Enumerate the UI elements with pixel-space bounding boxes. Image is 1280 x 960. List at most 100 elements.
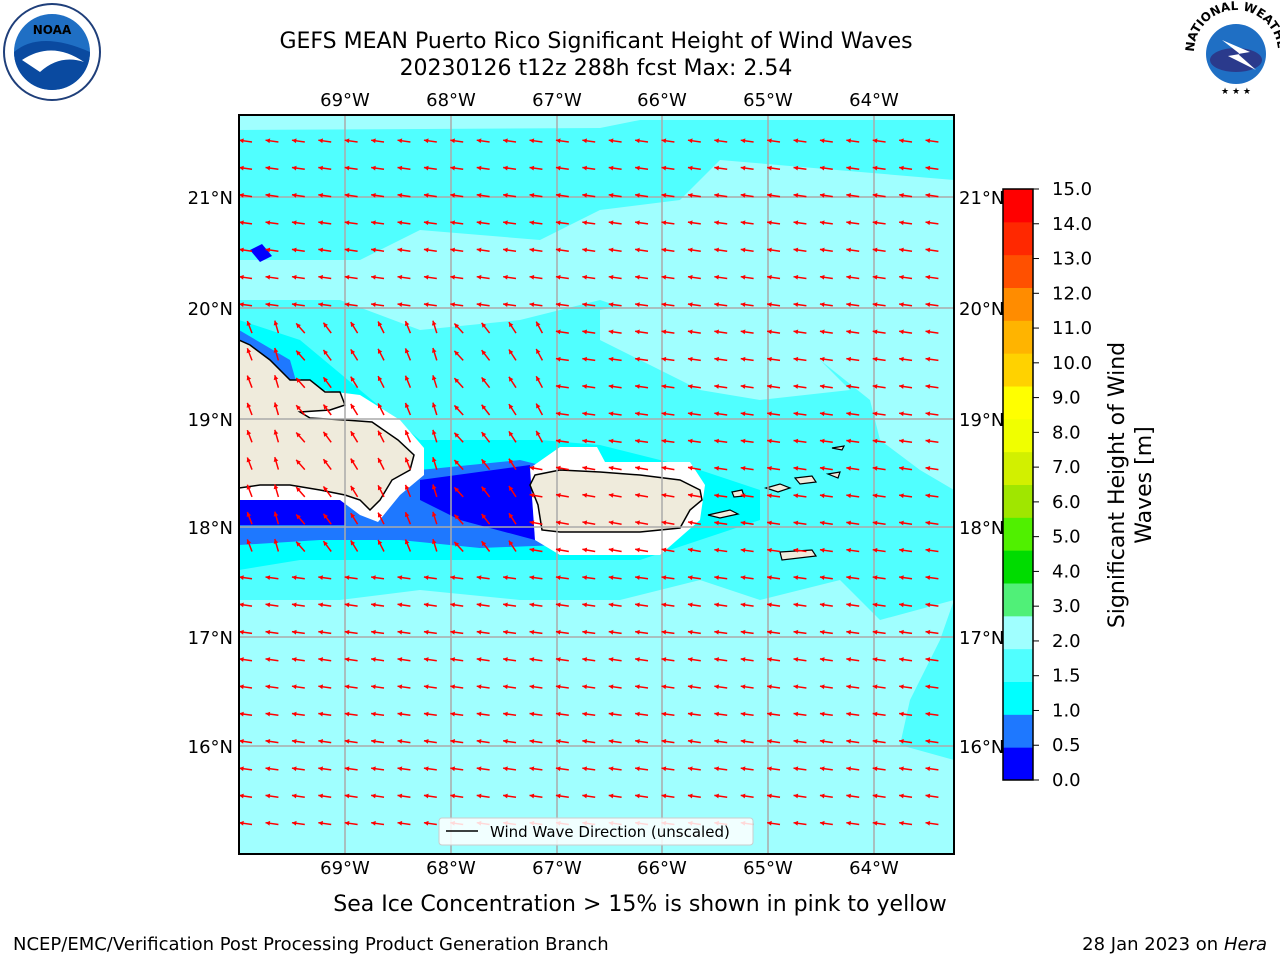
wind-arrow-head <box>661 220 667 226</box>
wind-arrow-head <box>819 657 825 662</box>
wind-arrow-head <box>899 302 904 307</box>
wind-arrow-head <box>503 739 508 744</box>
wind-arrow-head <box>454 323 460 329</box>
wind-arrow-head <box>714 356 720 362</box>
lon-label-bottom: 67°W <box>532 858 582 879</box>
wind-arrow-head <box>529 493 535 498</box>
wind-arrow-head <box>323 513 328 519</box>
wind-arrow-head <box>273 429 279 435</box>
colorbar-segment <box>1003 681 1033 715</box>
wind-arrow-head <box>503 602 508 608</box>
wind-arrow-head <box>431 511 437 517</box>
lat-label-right: 17°N <box>959 628 1004 649</box>
wind-arrow-head <box>555 220 561 226</box>
map-legend: Wind Wave Direction (unscaled) <box>438 817 754 846</box>
wind-arrow-head <box>555 165 561 171</box>
wind-arrow-head <box>899 793 904 799</box>
wind-arrow-head <box>481 513 487 519</box>
wind-arrow-head <box>714 274 720 280</box>
wind-arrow-head <box>529 575 535 580</box>
wind-arrow-head <box>872 520 878 526</box>
wind-arrow-head <box>246 539 252 545</box>
wind-arrow-head <box>872 466 878 471</box>
wind-arrow-head <box>687 193 693 198</box>
colorbar-tick-label: 9.0 <box>1052 388 1081 409</box>
wind-arrow-head <box>661 602 667 608</box>
wind-arrow-head <box>687 302 693 307</box>
wind-arrow-head <box>344 629 350 635</box>
wind-arrow-head <box>273 347 279 353</box>
wind-arrow-head <box>582 411 588 417</box>
wind-arrow-head <box>536 430 541 436</box>
wind-arrow-head <box>608 629 614 635</box>
wind-arrow-head <box>344 657 350 662</box>
wind-arrow-head <box>608 329 614 335</box>
wind-arrow-head <box>582 575 588 580</box>
colorbar-tick-label: 3.0 <box>1052 596 1081 617</box>
wind-arrow-head <box>819 602 825 608</box>
wind-arrow-head <box>265 684 271 690</box>
wind-arrow-head <box>555 274 561 280</box>
wind-arrow-head <box>344 739 350 744</box>
wind-arrow-head <box>476 657 482 662</box>
wind-arrow-head <box>872 165 878 171</box>
wind-arrow-head <box>925 138 931 144</box>
wind-arrow-head <box>481 432 487 437</box>
wave-band-0-0-center <box>420 465 535 540</box>
wind-arrow-head <box>508 349 514 355</box>
wind-arrow-head <box>371 739 376 744</box>
wind-arrow-head <box>529 629 535 635</box>
wind-arrow-head <box>555 302 561 307</box>
wind-arrow-head <box>925 193 931 198</box>
lat-label-left: 20°N <box>188 299 233 320</box>
wind-arrow-head <box>846 684 852 690</box>
wind-arrow-head <box>872 602 878 608</box>
wind-arrow-head <box>872 302 878 307</box>
wind-arrow-head <box>508 513 514 519</box>
wind-arrow-head <box>767 384 772 389</box>
wind-arrow-head <box>404 484 410 490</box>
land-puerto-rico <box>529 469 703 533</box>
wind-arrow-head <box>423 302 429 307</box>
wind-arrow-head <box>273 484 279 490</box>
wind-arrow-head <box>687 575 693 580</box>
wind-arrow-head <box>555 766 561 772</box>
wind-arrow-head <box>635 465 640 471</box>
colorbar-tick-label: 1.0 <box>1052 700 1081 721</box>
wind-arrow-head <box>555 411 561 417</box>
wind-arrow-head <box>899 520 904 526</box>
wind-arrow-head <box>846 220 852 226</box>
wind-arrow-head <box>767 493 772 499</box>
wind-arrow-head <box>377 348 383 354</box>
wind-arrow-head <box>273 402 279 408</box>
wind-arrow-head <box>404 512 410 518</box>
wind-arrow-head <box>265 766 271 772</box>
wind-arrow-head <box>767 220 772 226</box>
wind-arrow-head <box>265 193 271 198</box>
footer-left: NCEP/EMC/Verification Post Processing Pr… <box>13 934 609 955</box>
wind-arrow-head <box>508 485 514 491</box>
wind-arrow-head <box>899 438 904 444</box>
wind-arrow-head <box>661 411 667 417</box>
wind-arrow-head <box>450 602 456 608</box>
wind-arrow-head <box>476 165 482 171</box>
wind-arrow-head <box>740 220 746 226</box>
wind-arrow-head <box>450 575 456 580</box>
wind-arrow-head <box>582 793 588 799</box>
wind-arrow-head <box>555 138 561 144</box>
wind-arrow-head <box>423 274 429 280</box>
wind-arrow-head <box>481 377 487 383</box>
wind-arrow-head <box>582 711 588 717</box>
wind-arrow-head <box>318 820 324 826</box>
wind-arrow-head <box>608 247 614 253</box>
wind-arrow-head <box>767 411 772 417</box>
wind-arrow-head <box>714 466 720 471</box>
lat-label-left: 21°N <box>188 188 233 209</box>
wind-arrow-head <box>404 430 410 436</box>
wind-arrow-head <box>344 766 350 772</box>
wind-arrow-head <box>239 575 244 580</box>
wind-arrow-head <box>296 377 301 383</box>
wind-arrow-head <box>273 457 279 462</box>
chart-subtitle: 20230126 t12z 288h fcst Max: 2.54 <box>400 56 793 81</box>
colorbar-segment <box>1003 550 1033 584</box>
